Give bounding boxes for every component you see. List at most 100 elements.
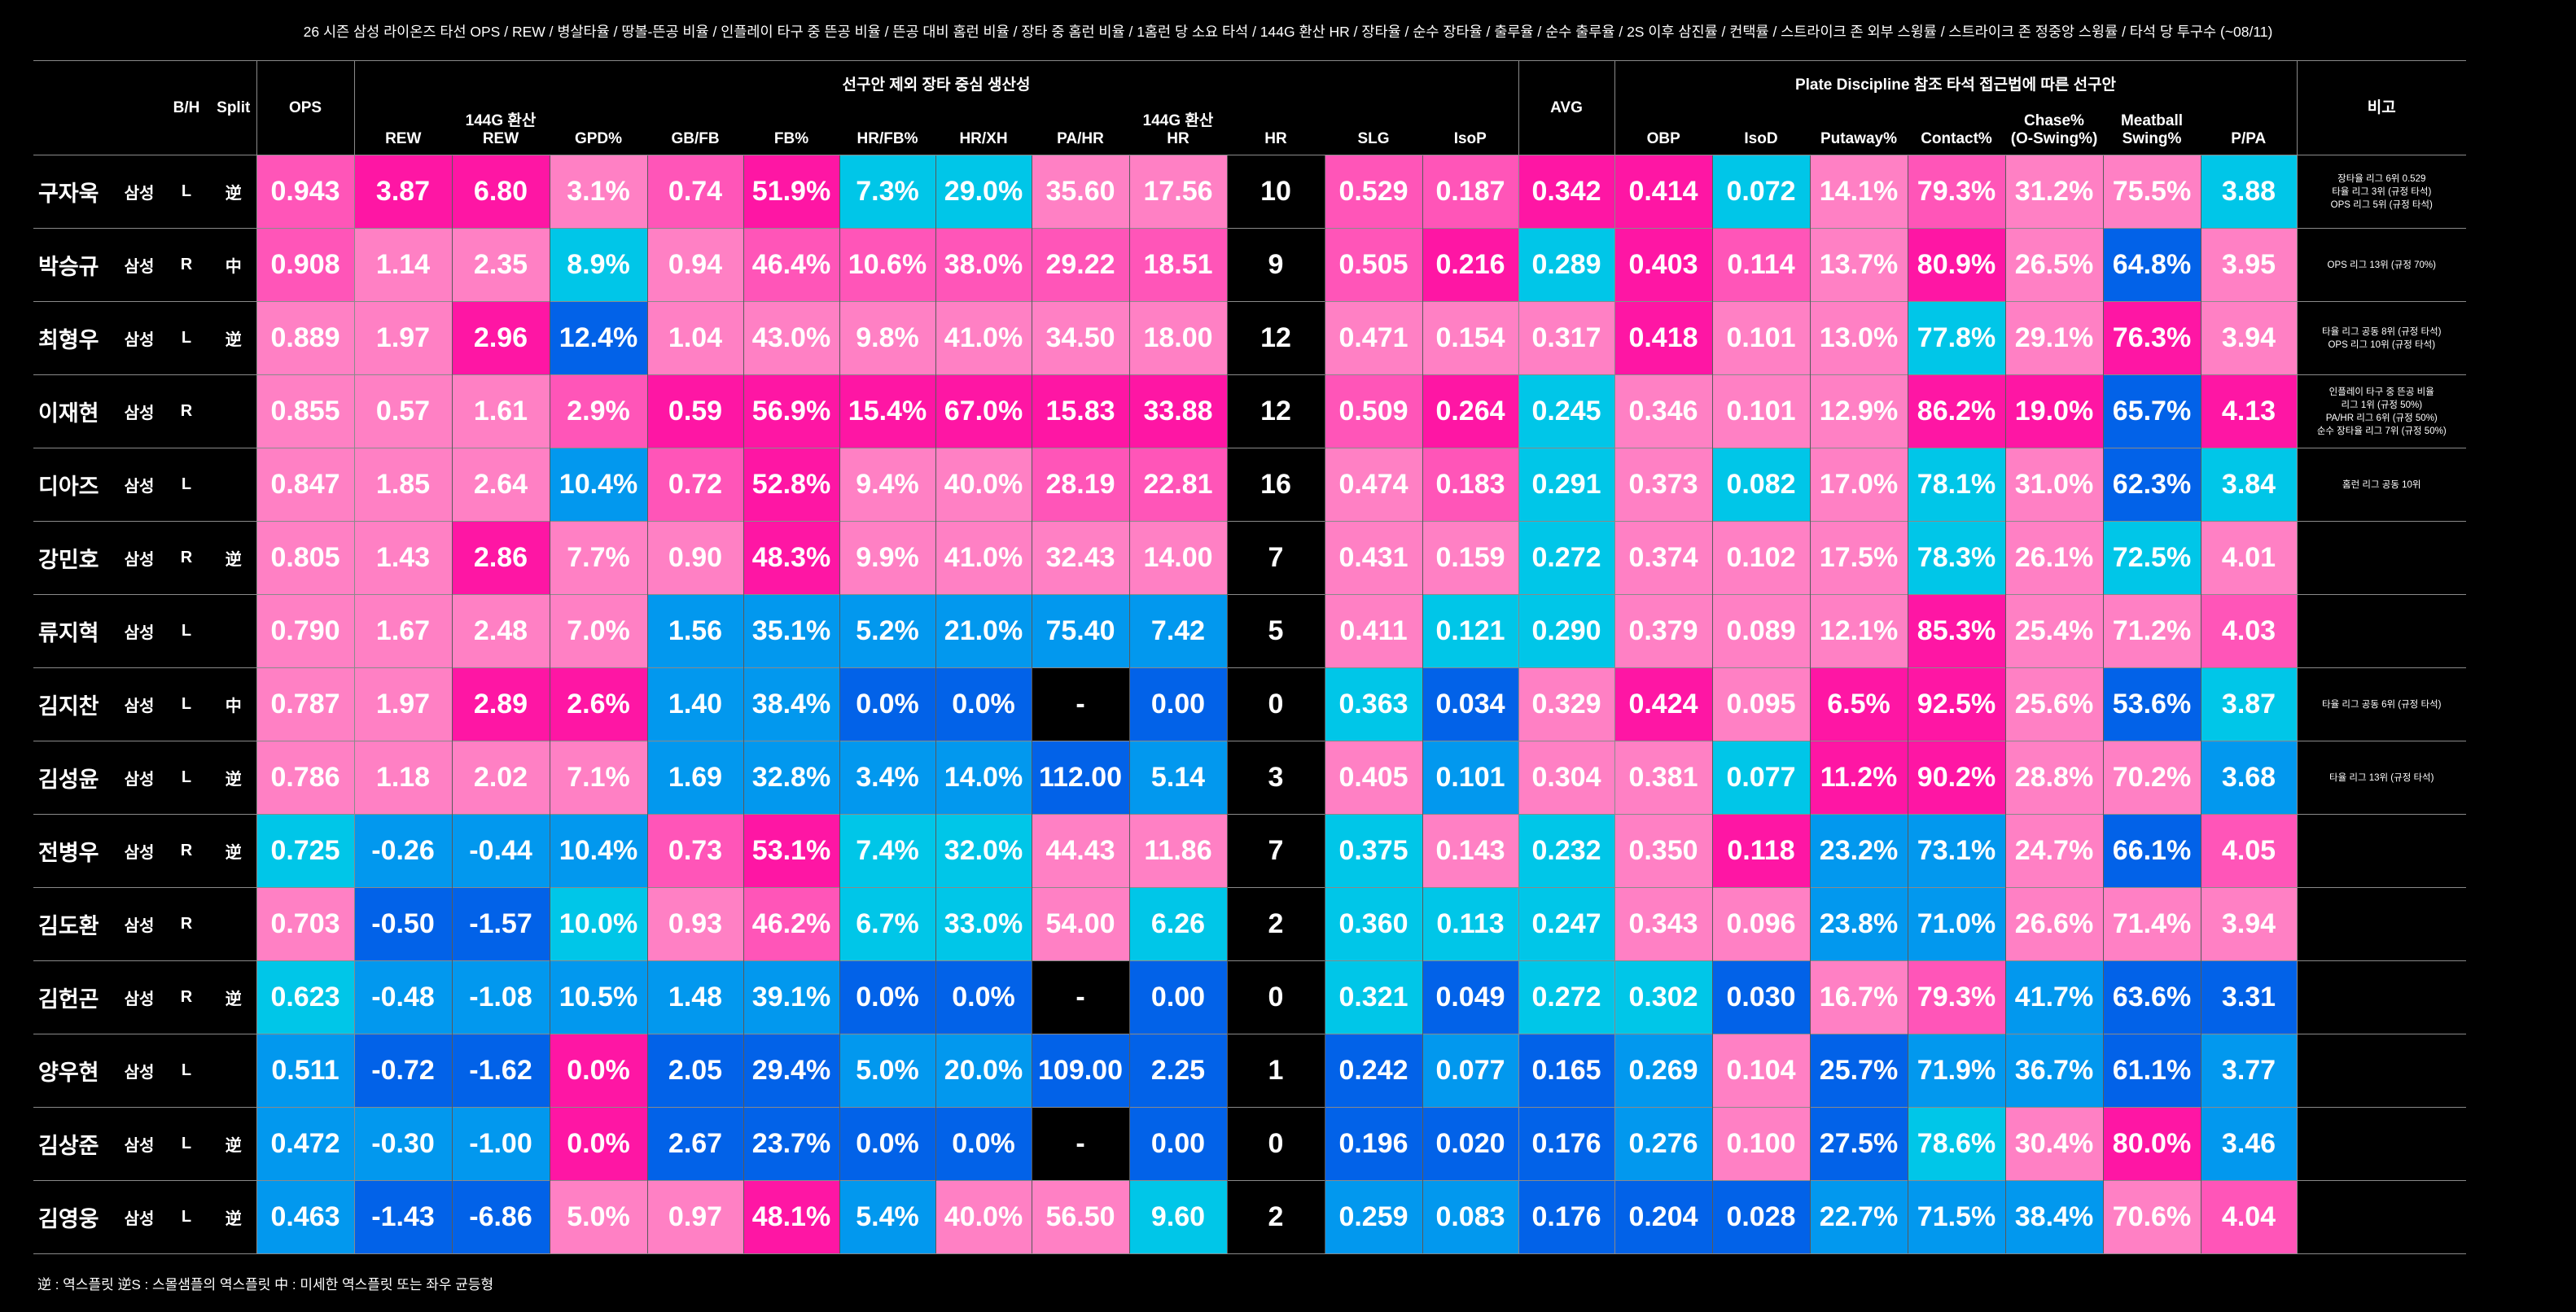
player-name: 최형우 — [33, 301, 116, 375]
col-header-p-pa: P/PA — [2231, 130, 2267, 147]
player-name: 이재현 — [33, 374, 116, 448]
stat-cell: 0.272 — [1518, 521, 1614, 595]
stat-cell: 0.346 — [1614, 374, 1712, 448]
stat-cell: 78.1% — [1907, 448, 2005, 522]
stat-cell: 13.0% — [1809, 301, 1908, 375]
split-mark: 逆 — [211, 1180, 256, 1254]
stat-cell: 0.0% — [935, 1107, 1032, 1181]
stat-cell: 10.6% — [839, 228, 935, 302]
table-row: 박승규 삼성 R 中 0.908 1.14 2.35 8.9% 0.94 46.4% 10.6% 38… — [33, 228, 2466, 302]
stat-cell: 0.245 — [1518, 374, 1614, 448]
note-line: 장타율 리그 6위 0.529 — [2337, 173, 2426, 184]
stat-cell: 29.0% — [935, 155, 1032, 229]
stat-cell: 17.56 — [1128, 155, 1227, 229]
stat-cell: 2.64 — [451, 448, 550, 522]
stat-cell: 14.00 — [1128, 521, 1227, 595]
stat-cell: 0.0% — [935, 667, 1032, 741]
note-cell: 홈런 리그 공동 10위 — [2296, 448, 2466, 522]
stat-cell: 0.104 — [1711, 1034, 1810, 1108]
stat-cell: 29.4% — [743, 1034, 839, 1108]
stat-cell: 9.60 — [1128, 1180, 1227, 1254]
note-cell — [2296, 814, 2466, 888]
stat-cell: 0.264 — [1422, 374, 1518, 448]
col-header-fbpct: FB% — [773, 130, 809, 147]
stat-cell: 2 — [1226, 887, 1325, 961]
stat-cell: -1.00 — [451, 1107, 550, 1181]
stat-cell: 12.1% — [1809, 594, 1908, 668]
stat-cell: 0.418 — [1614, 301, 1712, 375]
group-discipline-header: Plate Discipline 참조 타석 접근법에 따른 선구안 — [1614, 60, 2297, 110]
stat-cell: 39.1% — [743, 960, 839, 1034]
stat-cell: 6.5% — [1809, 667, 1908, 741]
split-mark: 逆 — [211, 814, 256, 888]
stat-cell: 29.1% — [2004, 301, 2103, 375]
team-name: 삼성 — [116, 521, 162, 595]
bat-hand: R — [162, 887, 211, 961]
stat-cell: 73.1% — [1907, 814, 2005, 888]
stat-cell: 7 — [1226, 814, 1325, 888]
note-cell — [2296, 960, 2466, 1034]
stat-cell: 14.0% — [935, 741, 1032, 815]
stat-cell: 64.8% — [2102, 228, 2201, 302]
stat-cell: 0.360 — [1324, 887, 1422, 961]
stat-cell: 1.48 — [646, 960, 743, 1034]
stat-cell: 0.176 — [1518, 1180, 1614, 1254]
stat-cell: 18.00 — [1128, 301, 1227, 375]
stat-cell: 1.67 — [353, 594, 452, 668]
stat-cell: 41.0% — [935, 301, 1032, 375]
player-name: 김성윤 — [33, 741, 116, 815]
table-row: 김상준 삼성 L 逆 0.472 -0.30 -1.00 0.0% 2.67 23.7% 0.0% 0… — [33, 1107, 2466, 1181]
split-mark: 中 — [211, 667, 256, 741]
stat-cell: 66.1% — [2102, 814, 2201, 888]
stat-cell: 0.187 — [1422, 155, 1518, 229]
stat-cell: 0.095 — [1711, 667, 1810, 741]
stat-cell: 0.847 — [256, 448, 354, 522]
note-cell — [2296, 594, 2466, 668]
stat-cell: 0.375 — [1324, 814, 1422, 888]
note-cell — [2296, 1180, 2466, 1254]
team-name: 삼성 — [116, 301, 162, 375]
stat-cell: 38.4% — [2004, 1180, 2103, 1254]
stat-cell: 0.381 — [1614, 741, 1712, 815]
stat-cell: 12.9% — [1809, 374, 1908, 448]
stat-cell: 12 — [1226, 301, 1325, 375]
stat-cell: -0.48 — [353, 960, 452, 1034]
stat-cell: 7.4% — [839, 814, 935, 888]
stat-cell: 26.5% — [2004, 228, 2103, 302]
stat-cell: 2.25 — [1128, 1034, 1227, 1108]
stat-cell: - — [1031, 1107, 1129, 1181]
stat-cell: 7.1% — [549, 741, 647, 815]
stat-cell: 5.4% — [839, 1180, 935, 1254]
stat-cell: 0.703 — [256, 887, 354, 961]
stat-cell: 2.96 — [451, 301, 550, 375]
stat-cell: -0.50 — [353, 887, 452, 961]
stat-cell: 0.889 — [256, 301, 354, 375]
stat-cell: -0.30 — [353, 1107, 452, 1181]
note-cell: 타율 리그 공동 8위 (규정 타석) OPS 리그 10위 (규정 타석) — [2296, 301, 2466, 375]
stat-cell: 3.68 — [2200, 741, 2297, 815]
stat-cell: - — [1031, 667, 1129, 741]
stat-cell: 9 — [1226, 228, 1325, 302]
split-mark — [211, 887, 256, 961]
note-cell: 타율 리그 13위 (규정 타석) — [2296, 741, 2466, 815]
stat-cell: 0.505 — [1324, 228, 1422, 302]
stat-cell: 5.0% — [549, 1180, 647, 1254]
stat-cell: 0.096 — [1711, 887, 1810, 961]
stat-cell: 2.02 — [451, 741, 550, 815]
stat-cell: 0.73 — [646, 814, 743, 888]
note-cell: 타율 리그 공동 6위 (규정 타석) — [2296, 667, 2466, 741]
col-header-isop: IsoP — [1453, 130, 1487, 147]
stat-cell: 7 — [1226, 521, 1325, 595]
col-header-putawaypct: Putaway% — [1820, 130, 1897, 147]
player-name: 류지혁 — [33, 594, 116, 668]
stat-cell: 34.50 — [1031, 301, 1129, 375]
stat-cell: 35.60 — [1031, 155, 1129, 229]
player-name: 김도환 — [33, 887, 116, 961]
stat-cell: 0.101 — [1422, 741, 1518, 815]
split-mark — [211, 594, 256, 668]
stat-cell: 0.049 — [1422, 960, 1518, 1034]
note-cell: 인플레이 타구 중 뜬공 비율 리그 1위 (규정 50%) PA/HR 리그 6위… — [2296, 374, 2466, 448]
note-line: OPS 리그 13위 (규정 70%) — [2327, 260, 2436, 270]
player-name: 전병우 — [33, 814, 116, 888]
stat-cell: 90.2% — [1907, 741, 2005, 815]
